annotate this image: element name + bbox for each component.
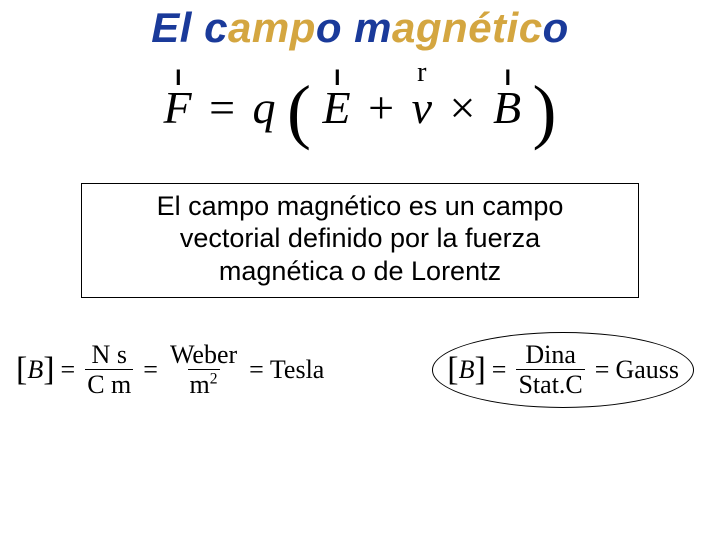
title-word-2: campo xyxy=(204,4,342,51)
lorentz-formula: I F = q ( I E + r v × I B ) xyxy=(0,70,720,153)
gauss-label: Gauss xyxy=(615,355,679,385)
left-paren: ( xyxy=(287,71,311,151)
units-cgs: [ B ] = Dina Stat.C = Gauss xyxy=(432,332,694,408)
eq-2: = xyxy=(137,355,164,385)
right-bracket-2: ] xyxy=(474,351,485,389)
frac-Ns-Cm: N s C m xyxy=(85,341,133,399)
plus-sign: + xyxy=(362,82,400,133)
equals-sign: = xyxy=(203,82,241,133)
left-bracket: [ xyxy=(16,351,27,389)
units-row: [ B ] = N s C m = Weber m2 = Tesla [ B ]… xyxy=(0,332,720,408)
cross-sign: × xyxy=(443,82,481,133)
right-bracket: ] xyxy=(43,351,54,389)
title-word-3: magnético xyxy=(354,4,569,51)
symbol-B-2: B xyxy=(459,355,475,385)
vector-B: I B xyxy=(493,81,521,134)
frac-weber-m2: Weber m2 xyxy=(168,341,239,399)
eq-3: = xyxy=(243,355,270,385)
right-paren: ) xyxy=(533,71,557,151)
page-title: El campo magnético xyxy=(0,4,720,52)
eq-5: = xyxy=(589,355,616,385)
eq-1: = xyxy=(55,355,82,385)
symbol-B: B xyxy=(27,355,43,385)
charge-q: q xyxy=(253,82,276,133)
tesla-label: Tesla xyxy=(270,355,325,385)
definition-line-2: vectorial definido por la fuerza xyxy=(90,222,630,254)
vector-E: I E xyxy=(323,81,351,134)
vector-F: I F xyxy=(163,81,191,134)
frac-dina-statc: Dina Stat.C xyxy=(516,341,584,399)
left-bracket-2: [ xyxy=(447,351,458,389)
units-si: [ B ] = N s C m = Weber m2 = Tesla xyxy=(16,341,324,399)
definition-line-3: magnética o de Lorentz xyxy=(90,255,630,287)
definition-box: El campo magnético es un campo vectorial… xyxy=(81,183,639,298)
eq-4: = xyxy=(486,355,513,385)
vector-v: r v xyxy=(412,81,432,134)
title-word-1: El xyxy=(151,4,192,51)
definition-line-1: El campo magnético es un campo xyxy=(90,190,630,222)
